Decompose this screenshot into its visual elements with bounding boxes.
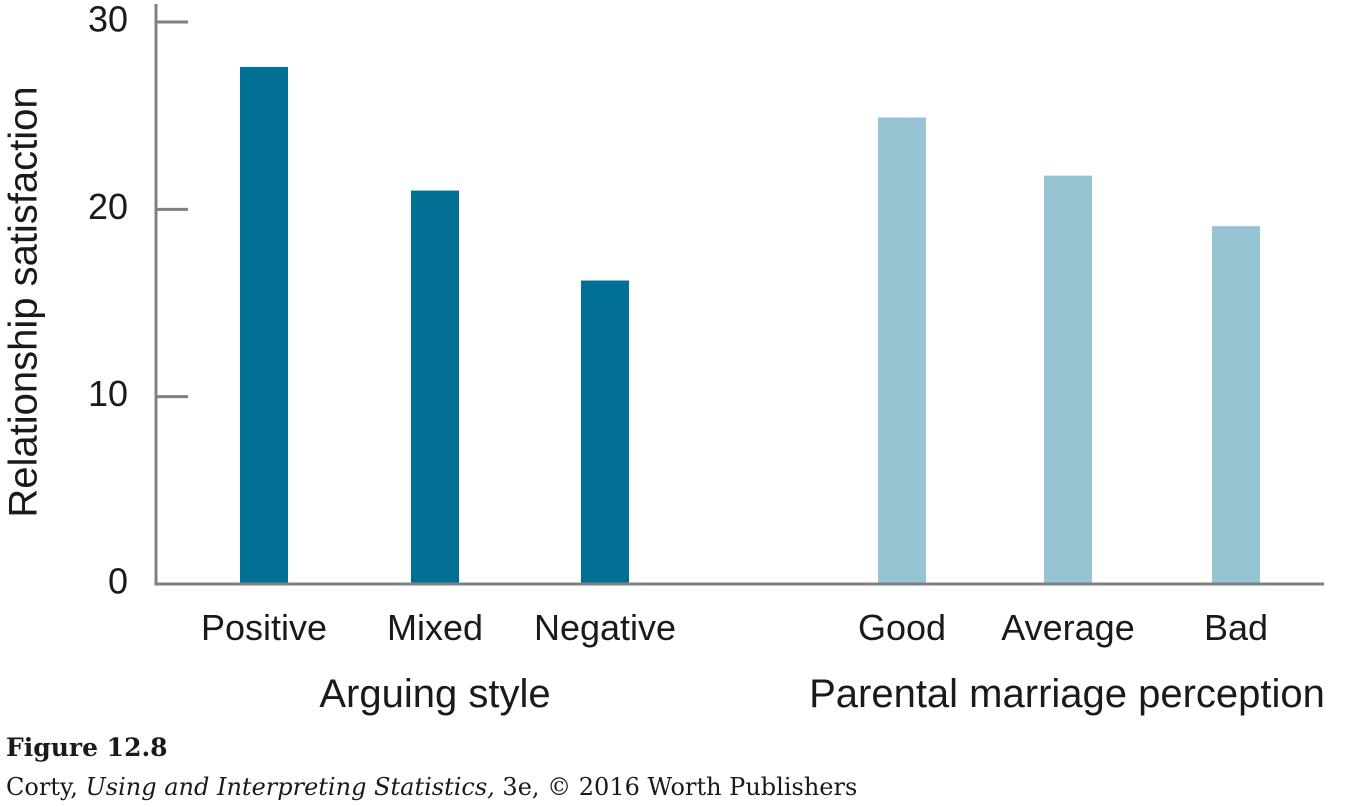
group-label: Arguing style xyxy=(319,672,550,716)
bar xyxy=(240,66,288,583)
bar xyxy=(1212,226,1260,583)
category-label: Average xyxy=(1001,607,1134,648)
category-label: Positive xyxy=(201,607,327,648)
axes xyxy=(154,4,1324,586)
category-label: Good xyxy=(858,607,946,648)
category-label: Negative xyxy=(534,607,676,648)
bar xyxy=(411,190,459,583)
figure-label: Figure 12.8 xyxy=(6,733,168,762)
labels: 0 10 20 30 Relationship satisfaction Positive… xyxy=(2,0,1325,716)
bar xyxy=(1044,175,1092,583)
credit-author: Corty, xyxy=(6,773,86,801)
bar xyxy=(878,117,926,583)
y-tick-label: 10 xyxy=(88,373,128,414)
y-tick-label: 0 xyxy=(108,561,128,602)
y-axis-label: Relationship satisfaction xyxy=(2,86,46,517)
category-label: Mixed xyxy=(387,607,483,648)
group-label: Parental marriage perception xyxy=(809,672,1325,716)
credit-edition-rights: 3e, © 2016 Worth Publishers xyxy=(494,773,858,801)
bars xyxy=(240,66,1260,583)
credit-book-title: Using and Interpreting Statistics, xyxy=(85,773,495,801)
figure-credit: Corty, Using and Interpreting Statistics… xyxy=(6,773,857,801)
y-tick-label: 20 xyxy=(88,186,128,227)
bar xyxy=(581,280,629,583)
category-label: Bad xyxy=(1204,607,1268,648)
y-tick-label: 30 xyxy=(88,0,128,40)
